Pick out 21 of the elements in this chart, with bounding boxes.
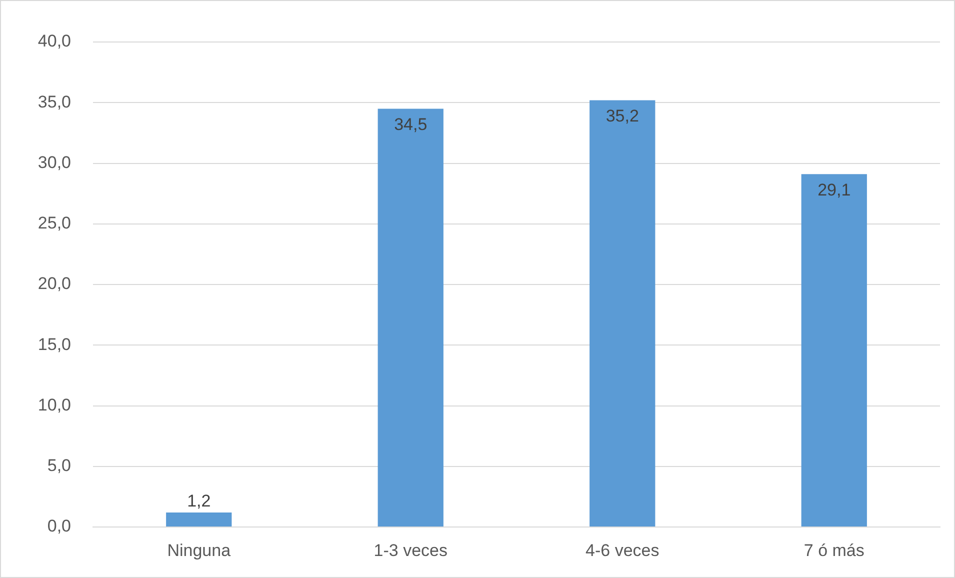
data-label: 35,2 (606, 106, 639, 126)
data-label: 34,5 (394, 114, 428, 134)
y-tick-label: 10,0 (38, 395, 71, 414)
y-tick-label: 35,0 (38, 92, 71, 112)
y-tick-label: 15,0 (38, 334, 71, 354)
bar (166, 512, 232, 526)
bar (801, 174, 867, 526)
bar (378, 108, 444, 526)
y-tick-label: 0,0 (47, 516, 71, 536)
x-tick-label: 7 ó más (804, 540, 864, 560)
y-tick-label: 5,0 (47, 456, 71, 476)
y-tick-label: 20,0 (38, 274, 71, 294)
bar (590, 100, 656, 526)
y-tick-label: 30,0 (38, 152, 71, 172)
y-tick-label: 40,0 (38, 32, 71, 51)
x-tick-label: 4-6 veces (586, 540, 660, 560)
x-tick-label: Ninguna (167, 540, 232, 560)
data-label: 1,2 (187, 492, 211, 511)
data-label: 29,1 (818, 180, 851, 200)
y-tick-label: 25,0 (38, 214, 71, 233)
x-tick-label: 1-3 veces (374, 540, 448, 560)
